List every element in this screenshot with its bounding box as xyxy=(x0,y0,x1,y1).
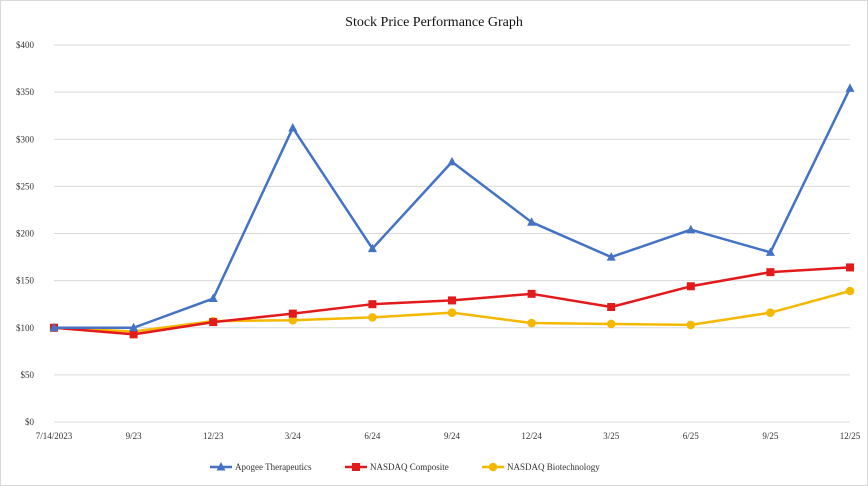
legend-label: NASDAQ Composite xyxy=(370,462,449,472)
legend-marker xyxy=(216,462,226,471)
data-point xyxy=(208,293,218,303)
data-point xyxy=(527,318,536,328)
x-tick-label: 3/25 xyxy=(603,431,620,441)
data-point xyxy=(686,320,696,330)
data-point xyxy=(288,315,298,325)
y-tick-label: $400 xyxy=(16,40,35,50)
x-tick-label: 9/25 xyxy=(762,431,779,441)
data-point xyxy=(845,286,855,296)
y-tick-label: $50 xyxy=(21,370,35,380)
y-tick-label: $150 xyxy=(16,276,35,286)
legend-label: NASDAQ Biotechnology xyxy=(507,462,600,472)
x-tick-label: 6/25 xyxy=(683,431,700,441)
data-point xyxy=(606,252,616,261)
data-point xyxy=(686,282,695,291)
data-point xyxy=(209,318,218,327)
legend: Apogee Therapeutics NASDAQ Composite NASDA… xyxy=(210,462,600,472)
data-point xyxy=(766,308,775,317)
y-axis: $0 $50 $100 $150 $200 $250 $300 $350 $400 xyxy=(16,40,35,427)
data-point xyxy=(288,309,297,318)
x-axis: 7/14/2023 9/23 12/23 3/24 6/24 9/24 12/24 3/25 6… xyxy=(36,431,861,441)
x-tick-label: 9/24 xyxy=(444,431,461,441)
data-point xyxy=(368,300,377,309)
series-group xyxy=(49,83,855,339)
data-point xyxy=(448,296,456,305)
legend-item: NASDAQ Composite xyxy=(345,462,449,472)
data-point xyxy=(527,289,536,298)
data-point xyxy=(288,122,298,132)
chart-title: Stock Price Performance Graph xyxy=(345,15,523,30)
data-point xyxy=(846,263,854,272)
y-tick-label: $0 xyxy=(25,417,35,427)
x-tick-label: 12/25 xyxy=(840,431,861,441)
series-nasdaq-composite xyxy=(50,263,854,339)
y-tick-label: $250 xyxy=(16,181,35,191)
y-tick-label: $100 xyxy=(16,323,35,333)
x-tick-label: 6/24 xyxy=(364,431,381,441)
data-point xyxy=(129,330,138,339)
data-point xyxy=(686,224,696,234)
data-point xyxy=(368,313,377,322)
y-tick-label: $200 xyxy=(16,229,35,239)
x-tick-label: 12/23 xyxy=(203,431,224,441)
data-point xyxy=(845,83,855,92)
legend-marker xyxy=(352,463,360,471)
series-apogee-therapeutics xyxy=(49,83,855,332)
legend-item: NASDAQ Biotechnology xyxy=(482,462,600,472)
x-tick-label: 12/24 xyxy=(521,431,542,441)
data-point xyxy=(447,156,457,166)
y-tick-label: $350 xyxy=(16,87,35,97)
legend-item: Apogee Therapeutics xyxy=(210,462,312,472)
x-tick-label: 9/23 xyxy=(126,431,143,441)
x-tick-label: 7/14/2023 xyxy=(36,431,73,441)
data-point xyxy=(765,247,775,256)
y-tick-label: $300 xyxy=(16,134,35,144)
x-tick-label: 3/24 xyxy=(285,431,302,441)
data-point xyxy=(606,319,616,329)
legend-marker xyxy=(488,462,498,472)
legend-label: Apogee Therapeutics xyxy=(235,462,312,472)
data-point xyxy=(447,308,457,317)
data-point xyxy=(607,303,616,312)
data-point xyxy=(129,322,139,332)
data-point xyxy=(766,268,775,277)
data-point xyxy=(49,322,59,332)
data-point xyxy=(367,243,377,253)
series-line xyxy=(54,87,852,329)
grid-lines xyxy=(54,44,850,423)
data-point xyxy=(527,217,537,226)
